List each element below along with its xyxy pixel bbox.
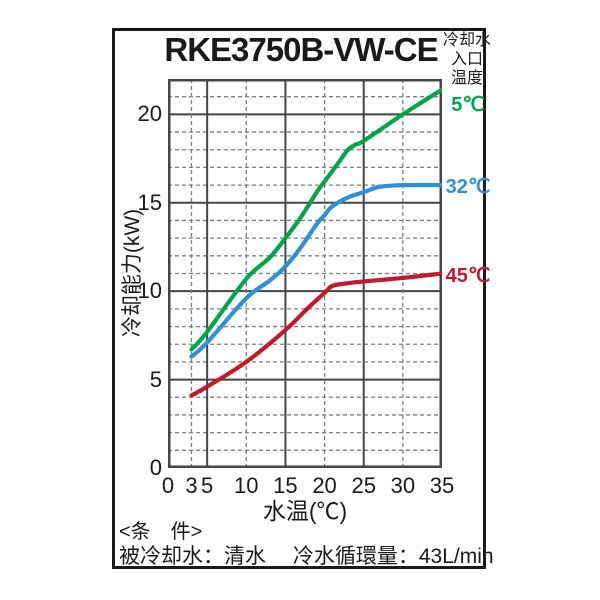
series-line-0: [189, 87, 445, 352]
x-axis-label: 水温(℃): [262, 498, 348, 524]
legend-header-line1: 冷却水: [442, 32, 491, 49]
legend-header: 冷却水 入口 温度: [440, 31, 494, 88]
legend-label-32c: 32℃: [445, 176, 491, 198]
x-tick-35: 35: [429, 473, 455, 498]
x-tick-25: 25: [351, 473, 376, 498]
legend-label-5c: 5℃: [451, 94, 485, 116]
y-tick-5: 5: [149, 366, 162, 392]
legend-header-line3: 温度: [450, 70, 483, 87]
x-tick-30: 30: [390, 473, 416, 498]
x-tick-5: 5: [201, 473, 214, 498]
condition-title: <条 件>: [119, 521, 203, 543]
y-tick-0: 0: [149, 455, 162, 480]
series-line-1: [189, 182, 445, 359]
y-axis-label: 冷却能力(kW): [121, 208, 144, 338]
y-tick-20: 20: [137, 101, 162, 127]
legend-label-45c: 45℃: [445, 265, 491, 287]
chart-title: RKE3750B-VW-CE: [164, 31, 438, 68]
y-tick-15: 15: [137, 189, 162, 215]
x-tick-0: 0: [161, 473, 175, 498]
legend-header-line2: 入口: [450, 51, 483, 68]
y-tick-10: 10: [137, 278, 162, 304]
x-tick-10: 10: [234, 473, 259, 498]
x-tick-20: 20: [312, 473, 337, 498]
series-line-2: [189, 271, 445, 398]
plot-svg: [168, 79, 445, 468]
condition-text: 被冷却水：清水 冷水循環量：43L/min: [119, 545, 494, 568]
plot-area: [168, 79, 445, 468]
x-tick-15: 15: [273, 473, 298, 498]
chart-frame: [112, 28, 486, 569]
x-tick-3: 3: [185, 473, 198, 498]
